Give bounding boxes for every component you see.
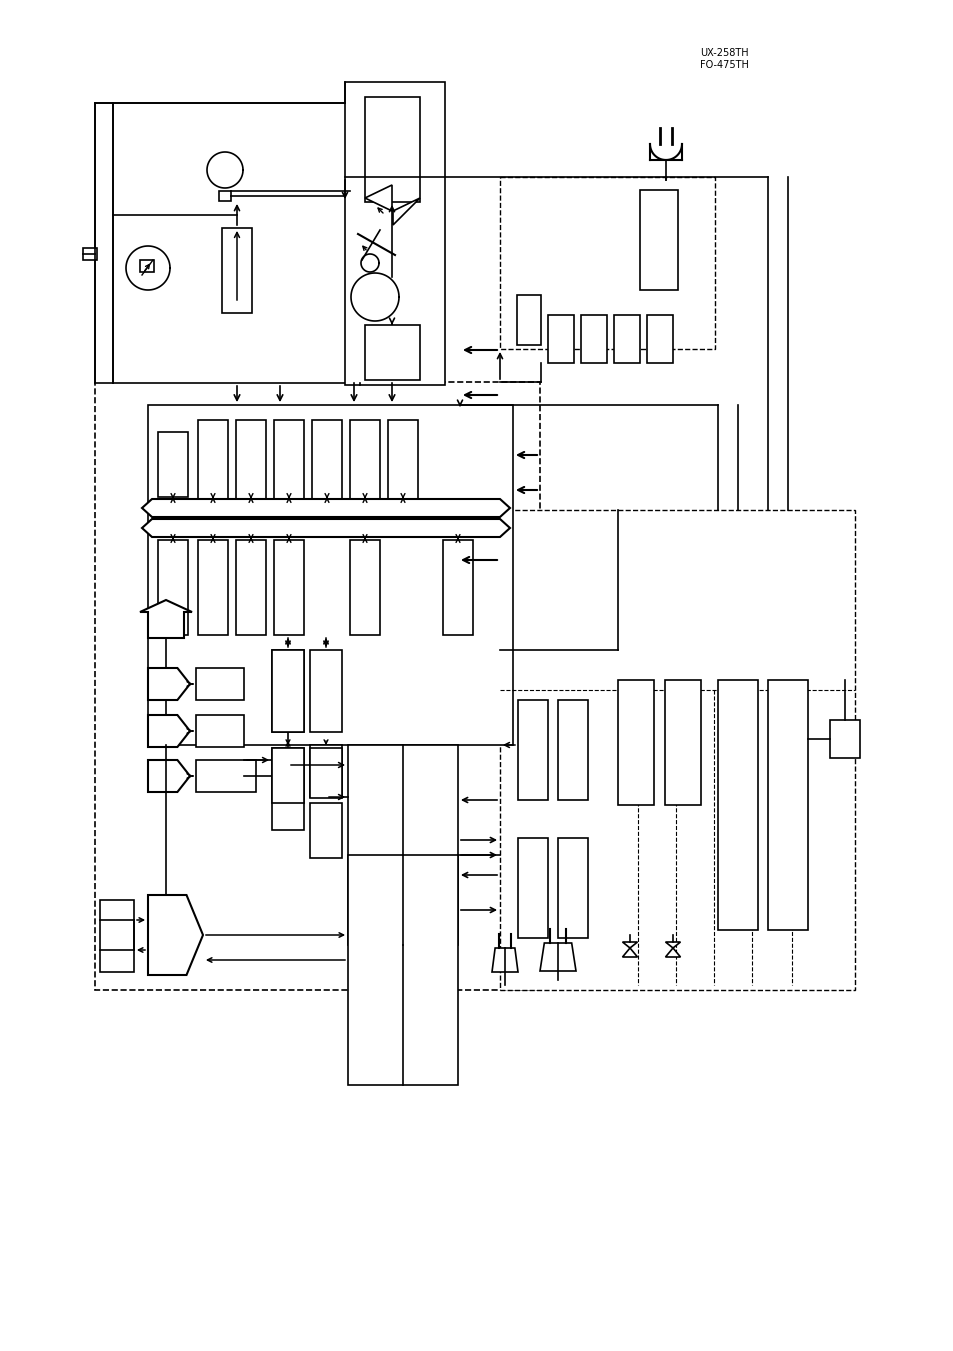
Bar xyxy=(365,97,419,203)
Polygon shape xyxy=(140,600,192,638)
Bar xyxy=(272,748,304,802)
Bar xyxy=(83,249,97,259)
Polygon shape xyxy=(393,199,419,226)
Bar xyxy=(312,420,341,503)
Bar xyxy=(192,215,290,332)
Polygon shape xyxy=(148,894,203,975)
Polygon shape xyxy=(622,942,637,948)
Bar xyxy=(639,190,678,290)
Bar xyxy=(517,838,547,938)
Bar xyxy=(272,650,304,732)
Bar xyxy=(100,900,133,971)
Bar xyxy=(310,744,341,797)
Polygon shape xyxy=(622,948,637,957)
Bar xyxy=(148,405,513,744)
Polygon shape xyxy=(148,667,190,700)
Bar xyxy=(618,680,654,805)
Bar xyxy=(198,420,228,503)
Bar xyxy=(517,700,547,800)
Bar xyxy=(158,432,188,497)
Bar xyxy=(195,715,244,747)
Bar xyxy=(646,315,672,363)
Bar xyxy=(158,540,188,635)
Bar xyxy=(345,82,444,385)
Bar xyxy=(195,761,255,792)
Bar xyxy=(219,190,231,201)
Bar xyxy=(614,315,639,363)
Text: UX-258TH
FO-475TH: UX-258TH FO-475TH xyxy=(700,49,748,70)
Polygon shape xyxy=(665,948,679,957)
Bar xyxy=(310,748,341,798)
Bar xyxy=(235,420,266,503)
Bar xyxy=(195,667,244,700)
Polygon shape xyxy=(142,519,510,536)
Bar xyxy=(664,680,700,805)
Bar xyxy=(517,295,540,345)
Polygon shape xyxy=(365,185,392,211)
Bar xyxy=(558,700,587,800)
Bar xyxy=(310,650,341,732)
Bar xyxy=(442,540,473,635)
Bar xyxy=(235,540,266,635)
Bar xyxy=(547,315,574,363)
Bar xyxy=(718,680,758,929)
Polygon shape xyxy=(148,761,190,792)
Polygon shape xyxy=(492,948,517,971)
Bar xyxy=(310,802,341,858)
Bar xyxy=(558,838,587,938)
Bar xyxy=(272,748,304,830)
Bar xyxy=(272,650,304,732)
Bar xyxy=(767,680,807,929)
Bar xyxy=(580,315,606,363)
Polygon shape xyxy=(148,715,190,747)
Bar xyxy=(198,540,228,635)
Bar xyxy=(348,855,457,1085)
Bar xyxy=(350,540,379,635)
Bar xyxy=(348,744,457,944)
Bar xyxy=(365,326,419,380)
Polygon shape xyxy=(142,499,510,517)
Bar xyxy=(350,420,379,503)
Bar xyxy=(388,420,417,503)
Bar xyxy=(140,259,153,272)
Polygon shape xyxy=(665,942,679,948)
Bar xyxy=(95,103,359,382)
Bar xyxy=(274,540,304,635)
Bar xyxy=(222,228,252,313)
Polygon shape xyxy=(539,943,576,971)
Bar xyxy=(499,177,714,349)
Bar xyxy=(274,420,304,503)
Bar xyxy=(95,382,539,990)
Bar xyxy=(829,720,859,758)
Bar xyxy=(499,509,854,990)
